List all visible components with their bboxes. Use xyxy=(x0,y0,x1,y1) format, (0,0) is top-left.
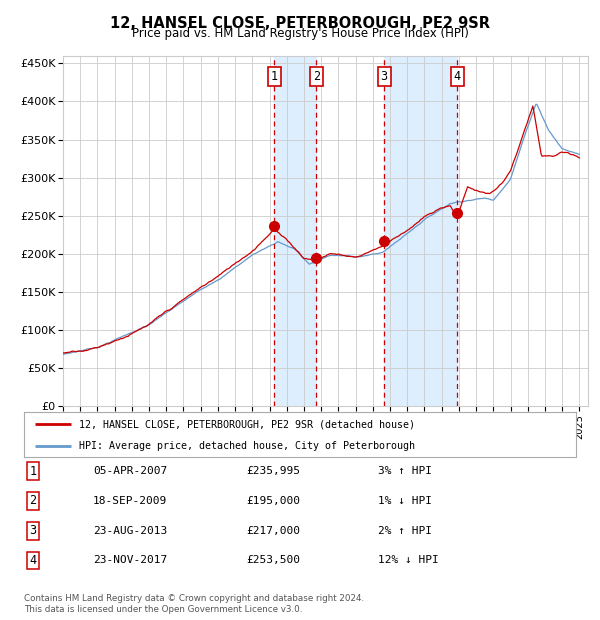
Text: £217,000: £217,000 xyxy=(246,526,300,536)
Text: 4: 4 xyxy=(454,70,461,83)
Text: 18-SEP-2009: 18-SEP-2009 xyxy=(93,496,167,506)
Text: £235,995: £235,995 xyxy=(246,466,300,476)
Text: Contains HM Land Registry data © Crown copyright and database right 2024.
This d: Contains HM Land Registry data © Crown c… xyxy=(24,595,364,614)
Text: £253,500: £253,500 xyxy=(246,556,300,565)
Text: 05-APR-2007: 05-APR-2007 xyxy=(93,466,167,476)
Text: 12, HANSEL CLOSE, PETERBOROUGH, PE2 9SR: 12, HANSEL CLOSE, PETERBOROUGH, PE2 9SR xyxy=(110,16,490,30)
Text: 2: 2 xyxy=(29,495,37,507)
Text: 4: 4 xyxy=(29,554,37,567)
Text: 3: 3 xyxy=(380,70,388,83)
Text: Price paid vs. HM Land Registry's House Price Index (HPI): Price paid vs. HM Land Registry's House … xyxy=(131,27,469,40)
Text: 23-AUG-2013: 23-AUG-2013 xyxy=(93,526,167,536)
Text: 1: 1 xyxy=(271,70,278,83)
Text: 3% ↑ HPI: 3% ↑ HPI xyxy=(378,466,432,476)
Text: 1: 1 xyxy=(29,465,37,477)
Text: 3: 3 xyxy=(29,525,37,537)
Text: 2% ↑ HPI: 2% ↑ HPI xyxy=(378,526,432,536)
Text: £195,000: £195,000 xyxy=(246,496,300,506)
Bar xyxy=(274,56,316,406)
Text: 1% ↓ HPI: 1% ↓ HPI xyxy=(378,496,432,506)
Text: HPI: Average price, detached house, City of Peterborough: HPI: Average price, detached house, City… xyxy=(79,441,415,451)
Text: 12, HANSEL CLOSE, PETERBOROUGH, PE2 9SR (detached house): 12, HANSEL CLOSE, PETERBOROUGH, PE2 9SR … xyxy=(79,419,415,430)
Text: 2: 2 xyxy=(313,70,320,83)
Bar xyxy=(384,56,457,406)
Text: 23-NOV-2017: 23-NOV-2017 xyxy=(93,556,167,565)
Text: 12% ↓ HPI: 12% ↓ HPI xyxy=(378,556,439,565)
